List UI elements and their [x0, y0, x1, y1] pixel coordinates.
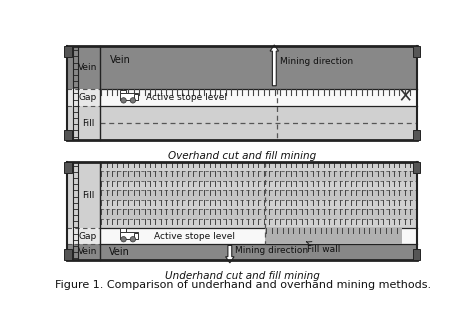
Bar [100, 46, 417, 89]
Text: Vein: Vein [110, 55, 131, 65]
Text: Mining direction: Mining direction [235, 246, 309, 255]
Bar [100, 209, 417, 219]
FancyArrow shape [270, 45, 279, 86]
Bar [64, 162, 72, 173]
Bar [67, 228, 100, 244]
Bar [413, 130, 420, 140]
Bar [120, 93, 138, 100]
Bar [67, 162, 100, 228]
Bar [120, 228, 126, 232]
Bar [64, 249, 72, 260]
Circle shape [130, 98, 136, 103]
Bar [100, 162, 417, 171]
Text: Mining direction: Mining direction [280, 57, 353, 67]
Bar [67, 89, 100, 106]
Text: Active stope level: Active stope level [146, 93, 227, 102]
Bar [100, 106, 417, 140]
Text: Gap: Gap [79, 232, 97, 241]
Bar [100, 181, 417, 191]
Text: Fill wall: Fill wall [306, 242, 341, 254]
Text: Fill: Fill [82, 191, 94, 200]
Bar [265, 228, 402, 244]
Bar [67, 46, 100, 89]
Text: Fill: Fill [82, 119, 94, 128]
Bar [134, 233, 138, 239]
Text: Gap: Gap [79, 93, 97, 102]
Circle shape [130, 237, 136, 242]
Text: Underhand cut and fill mining: Underhand cut and fill mining [164, 270, 319, 281]
Bar [64, 130, 72, 140]
Bar [100, 171, 417, 181]
Bar [100, 228, 417, 244]
Bar [413, 46, 420, 57]
Bar [64, 46, 72, 57]
Bar [100, 191, 417, 200]
Bar [120, 232, 138, 239]
Bar [67, 106, 100, 140]
Text: Figure 1. Comparison of underhand and overhand mining methods.: Figure 1. Comparison of underhand and ov… [55, 280, 431, 290]
Bar [67, 162, 417, 260]
Bar [413, 162, 420, 173]
Text: Vein: Vein [109, 247, 130, 257]
Text: Vein: Vein [78, 247, 98, 256]
Bar [100, 89, 417, 106]
Bar [100, 244, 417, 260]
Circle shape [121, 98, 126, 103]
FancyArrow shape [226, 245, 234, 263]
Bar [413, 249, 420, 260]
Circle shape [121, 237, 126, 242]
Bar [100, 219, 417, 228]
Bar [67, 46, 417, 140]
Bar [120, 90, 126, 93]
Text: Overhand cut and fill mining: Overhand cut and fill mining [168, 151, 316, 161]
Bar [134, 94, 138, 100]
Text: Vein: Vein [78, 63, 98, 72]
Bar [67, 244, 100, 260]
Bar [100, 200, 417, 209]
Text: Active stope level: Active stope level [154, 232, 235, 241]
